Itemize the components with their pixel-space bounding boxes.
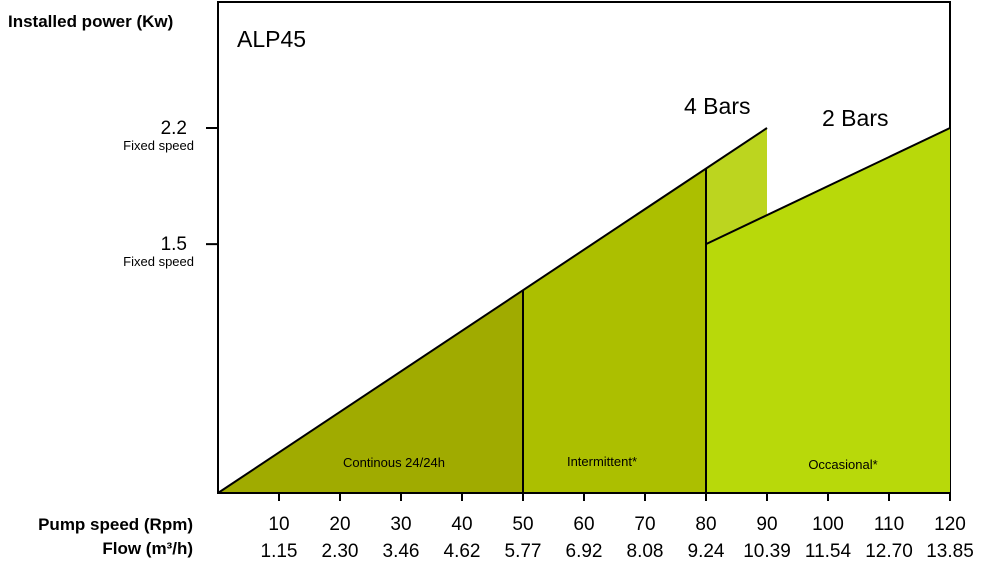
x-tick-label-rpm: 20 [329, 514, 350, 535]
x-tick-label-flow: 13.85 [926, 541, 974, 562]
x-tick-label-rpm: 50 [512, 514, 533, 535]
x-tick-label-rpm: 100 [812, 514, 844, 535]
x-tick-label-flow: 2.30 [322, 541, 359, 562]
x-tick-label-flow: 6.92 [566, 541, 603, 562]
x-tick-label-flow: 9.24 [688, 541, 725, 562]
x-tick-label-rpm: 90 [756, 514, 777, 535]
series-label-2-bars: 2 Bars [822, 105, 888, 131]
y-tick-label: 2.2 [161, 118, 187, 139]
series-4-bars-area [706, 128, 767, 245]
y-tick-label: 1.5 [161, 234, 187, 255]
zone-intermittent-area [523, 168, 706, 494]
y-tick-note: Fixed speed [123, 254, 194, 269]
zone-label-occasional: Occasional* [808, 457, 877, 472]
x-tick-label-rpm: 80 [695, 514, 716, 535]
x-tick-label-rpm: 30 [390, 514, 411, 535]
y-axis-label: Installed power (Kw) [8, 12, 173, 31]
x-tick-label-flow: 1.15 [261, 541, 298, 562]
series-4-bars-line [217, 127, 768, 494]
x-ticks: 10 1.15 20 2.30 30 3.46 40 4.62 50 5.77 60 6.92 70 8.… [261, 493, 974, 562]
zone-occasional-area [706, 128, 950, 493]
x-tick-label-flow: 10.39 [743, 541, 791, 562]
x-tick-label-flow: 11.54 [805, 541, 852, 562]
x-tick-label-rpm: 10 [268, 514, 289, 535]
zone-label-intermittent: Intermittent* [567, 454, 637, 469]
series-lines [217, 127, 951, 494]
x-tick-label-rpm: 60 [573, 514, 594, 535]
zone-label-continous: Continous 24/24h [343, 455, 445, 470]
x-tick-label-flow: 4.62 [444, 541, 481, 562]
x-tick-label-flow: 8.08 [627, 541, 664, 562]
x-tick-label-rpm: 110 [874, 514, 904, 535]
x-tick-label-flow: 12.70 [865, 541, 913, 562]
x-tick-label-flow: 3.46 [383, 541, 420, 562]
y-tick-note: Fixed speed [123, 138, 194, 153]
x-tick-label-rpm: 40 [451, 514, 472, 535]
x-axis-label-flow: Flow (m³/h) [102, 539, 193, 558]
chart-title: ALP45 [237, 26, 306, 52]
series-label-4-bars: 4 Bars [684, 93, 750, 119]
x-tick-label-flow: 5.77 [505, 541, 542, 562]
x-tick-label-rpm: 70 [634, 514, 655, 535]
x-tick-label-rpm: 120 [934, 514, 966, 535]
series-2-bars-line [705, 127, 951, 246]
x-axis-label-rpm: Pump speed (Rpm) [38, 515, 193, 534]
